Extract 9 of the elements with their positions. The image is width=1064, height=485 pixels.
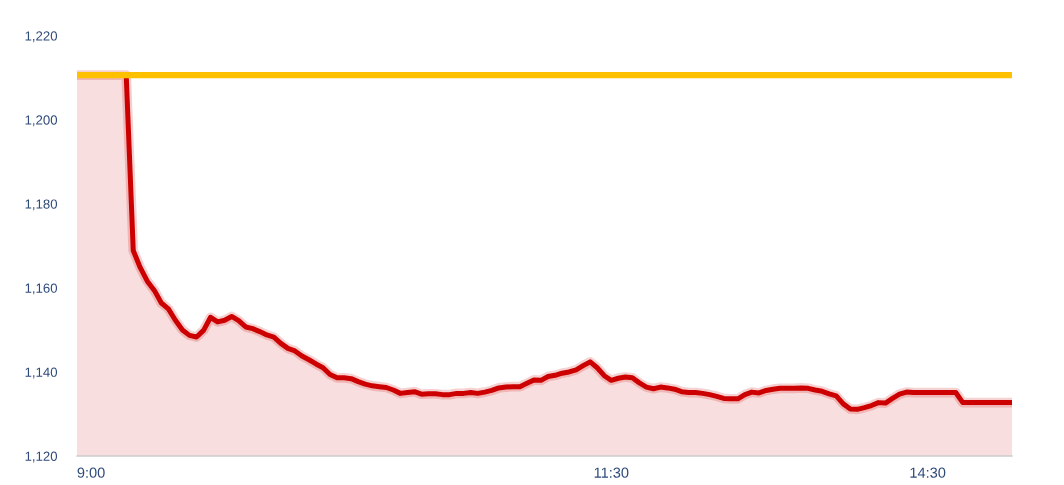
x-tick-label: 11:30: [594, 467, 629, 478]
y-tick-label: 1,220: [25, 31, 58, 43]
y-tick-label: 1,180: [25, 199, 58, 211]
x-tick-label: 14:30: [910, 467, 946, 478]
x-tick-label: 9:00: [77, 467, 105, 478]
y-tick-label: 1,200: [25, 115, 58, 127]
y-tick-label: 1,120: [25, 451, 58, 463]
y-tick-label: 1,140: [25, 367, 58, 379]
y-tick-label: 1,160: [25, 283, 58, 295]
